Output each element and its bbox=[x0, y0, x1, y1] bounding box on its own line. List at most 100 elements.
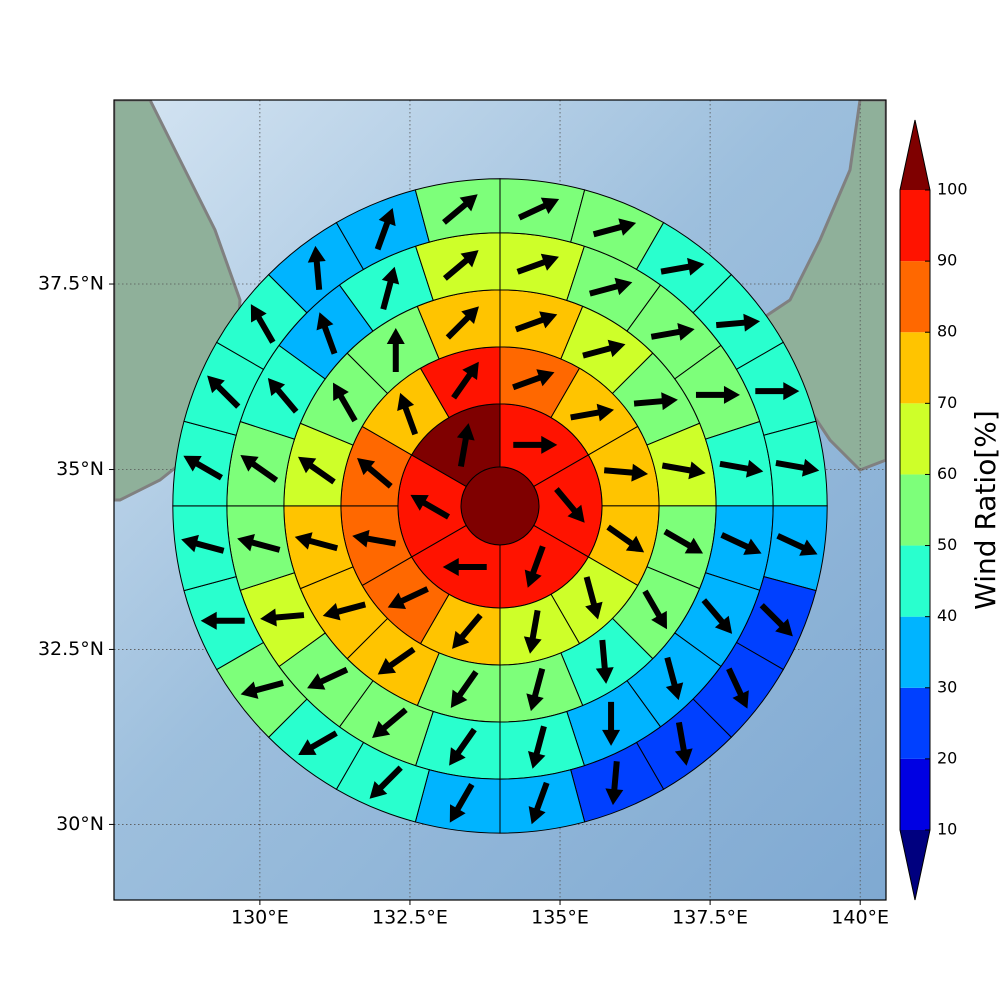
cell bbox=[414, 769, 501, 834]
wind-arrow bbox=[307, 666, 349, 690]
wind-arrow bbox=[726, 667, 749, 709]
colorbar-bin bbox=[900, 403, 930, 475]
colorbar-tick-label: 70 bbox=[937, 393, 957, 412]
x-tick-label: 140°E bbox=[831, 907, 889, 929]
wind-arrow bbox=[592, 218, 637, 238]
wind-arrow bbox=[237, 533, 281, 553]
wind-arrow bbox=[664, 656, 684, 701]
wind-arrow bbox=[397, 392, 419, 436]
wind-arrow bbox=[240, 680, 284, 699]
wind-arrow bbox=[523, 609, 542, 654]
wind-arrow bbox=[294, 532, 339, 552]
colorbar: 10 20 30 40 50 60 70 80 90 100 bbox=[899, 119, 968, 901]
wind-arrow bbox=[528, 781, 550, 825]
wind-arrow bbox=[298, 730, 338, 756]
wind-arrow bbox=[663, 528, 704, 554]
cells bbox=[172, 178, 828, 834]
wind-arrow bbox=[442, 250, 479, 281]
colorbar-bin bbox=[900, 545, 930, 617]
wind-arrow bbox=[583, 576, 603, 620]
colorbar-extend-high bbox=[900, 120, 930, 190]
colorbar-extend-low bbox=[900, 830, 930, 900]
wind-arrow bbox=[605, 761, 624, 806]
wind-arrow bbox=[322, 601, 367, 621]
y-tick-label: 37.5°N bbox=[38, 273, 104, 295]
wind-arrow bbox=[759, 603, 793, 637]
wind-arrow bbox=[528, 725, 547, 769]
wind-arrow bbox=[606, 524, 645, 553]
y-tick-label: 35°N bbox=[56, 458, 104, 480]
wind-arrow bbox=[701, 598, 733, 634]
colorbar-tick-label: 10 bbox=[937, 820, 957, 839]
wind-arrow bbox=[316, 312, 338, 355]
colorbar-bin bbox=[900, 261, 930, 333]
colorbar-bin bbox=[900, 190, 930, 262]
wind-arrow bbox=[307, 245, 326, 290]
wind-arrow bbox=[582, 339, 626, 359]
axes: 130°E 132.5°E 135°E 137.5°E 140°E 30°N 32.5°N 3… bbox=[38, 273, 889, 929]
cell bbox=[499, 178, 586, 243]
wind-arrow bbox=[719, 459, 764, 478]
wind-arrow bbox=[451, 361, 479, 400]
wind-arrow bbox=[755, 382, 800, 401]
colorbar-label: Wind Ratio[%] bbox=[969, 410, 1000, 610]
wind-arrow bbox=[589, 277, 633, 297]
colorbar-tick-label: 100 bbox=[937, 180, 968, 199]
colorbar-tick-label: 60 bbox=[937, 464, 957, 483]
colorbar-bin bbox=[900, 616, 930, 688]
wind-arrow bbox=[695, 385, 740, 404]
wind-arrow bbox=[526, 667, 546, 712]
wind-arrow bbox=[183, 455, 223, 481]
colorbar-tick-label: 30 bbox=[937, 677, 957, 696]
wind-arrow bbox=[456, 423, 475, 468]
wind-arrow bbox=[570, 403, 614, 422]
colorbar-bin bbox=[900, 758, 930, 830]
colorbar-bin bbox=[900, 332, 930, 404]
wind-arrow bbox=[369, 765, 403, 799]
wind-arrow bbox=[517, 197, 560, 221]
wind-arrow bbox=[450, 670, 479, 708]
colorbar-tick-label: 90 bbox=[937, 251, 957, 270]
colorbar-tick-label: 40 bbox=[937, 606, 957, 625]
wind-arrow bbox=[660, 257, 705, 276]
x-tick-label: 135°E bbox=[531, 907, 589, 929]
y-tick-label: 32.5°N bbox=[38, 638, 104, 660]
wind-arrow bbox=[181, 534, 225, 554]
wind-arrow bbox=[386, 327, 405, 372]
y-tick-label: 30°N bbox=[56, 813, 104, 835]
colorbar-tick-label: 80 bbox=[937, 322, 957, 341]
wind-arrow bbox=[595, 639, 614, 684]
wind-arrow bbox=[200, 611, 245, 630]
x-tick-label: 132.5°E bbox=[372, 907, 448, 929]
colorbar-tick-label: 50 bbox=[937, 535, 957, 554]
wind-arrow bbox=[207, 375, 241, 409]
wind-arrow bbox=[661, 461, 706, 480]
wind-arrow bbox=[603, 463, 649, 482]
wind-arrow bbox=[374, 207, 396, 251]
wind-arrow bbox=[352, 529, 397, 548]
cell bbox=[172, 420, 237, 507]
wind-arrow bbox=[267, 378, 299, 414]
wind-arrow bbox=[260, 608, 305, 627]
wind-arrow bbox=[715, 313, 761, 332]
wind-arrow bbox=[442, 194, 478, 225]
wind-arrow bbox=[297, 456, 336, 485]
x-tick-label: 137.5°E bbox=[672, 907, 748, 929]
cell bbox=[763, 505, 828, 592]
colorbar-bin bbox=[900, 687, 930, 759]
wind-arrow bbox=[633, 392, 678, 411]
wind-arrow bbox=[674, 721, 693, 766]
wind-arrow bbox=[333, 382, 358, 423]
wind-arrow bbox=[516, 253, 559, 275]
wind-arrow bbox=[720, 532, 762, 555]
wind-arrow bbox=[602, 701, 621, 746]
wind-arrow bbox=[775, 458, 820, 477]
colorbar-bin bbox=[900, 474, 930, 546]
wind-arrow bbox=[250, 304, 276, 344]
colorbar-tick-label: 20 bbox=[937, 748, 957, 767]
wind-arrow bbox=[449, 727, 477, 766]
wind-arrow bbox=[372, 707, 408, 739]
wind-arrow bbox=[380, 266, 400, 310]
arrows bbox=[181, 194, 820, 825]
